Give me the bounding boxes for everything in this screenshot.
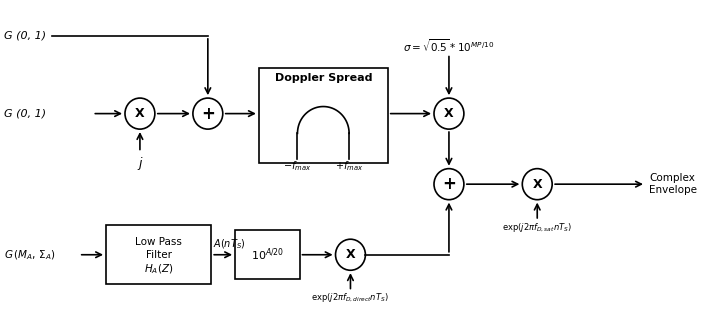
Text: Low Pass: Low Pass bbox=[135, 237, 182, 247]
Text: X: X bbox=[444, 107, 454, 120]
Text: $\exp(j2\pi f_{D,direct} nT_S)$: $\exp(j2\pi f_{D,direct} nT_S)$ bbox=[311, 291, 389, 304]
Text: +: + bbox=[442, 175, 456, 193]
Bar bbox=[259, 68, 388, 163]
Text: G (0, 1): G (0, 1) bbox=[4, 31, 46, 41]
Text: $\exp(j2\pi f_{D,sat} nT_S)$: $\exp(j2\pi f_{D,sat} nT_S)$ bbox=[502, 221, 572, 234]
Text: +: + bbox=[201, 105, 215, 123]
Text: $+f_{max}$: $+f_{max}$ bbox=[335, 159, 363, 173]
Text: j: j bbox=[138, 157, 142, 170]
Text: X: X bbox=[532, 178, 542, 191]
Text: X: X bbox=[346, 248, 356, 261]
Bar bbox=[235, 230, 299, 279]
Text: $H_A(Z)$: $H_A(Z)$ bbox=[144, 262, 173, 276]
Text: $10^{A/20}$: $10^{A/20}$ bbox=[251, 246, 284, 263]
Text: Doppler Spread: Doppler Spread bbox=[275, 73, 372, 83]
Text: $G\,(M_A,\,\Sigma_A)$: $G\,(M_A,\,\Sigma_A)$ bbox=[4, 248, 56, 261]
Text: $\sigma = \sqrt{0.5} * 10^{MP/10}$: $\sigma = \sqrt{0.5} * 10^{MP/10}$ bbox=[403, 37, 495, 53]
Text: G (0, 1): G (0, 1) bbox=[4, 109, 46, 119]
Bar bbox=[106, 225, 211, 284]
Text: Filter: Filter bbox=[146, 250, 172, 260]
Text: $-f_{max}$: $-f_{max}$ bbox=[283, 159, 312, 173]
Text: $A(nT_S)$: $A(nT_S)$ bbox=[213, 237, 245, 250]
Text: Complex
Envelope: Complex Envelope bbox=[649, 173, 697, 195]
Text: X: X bbox=[135, 107, 145, 120]
